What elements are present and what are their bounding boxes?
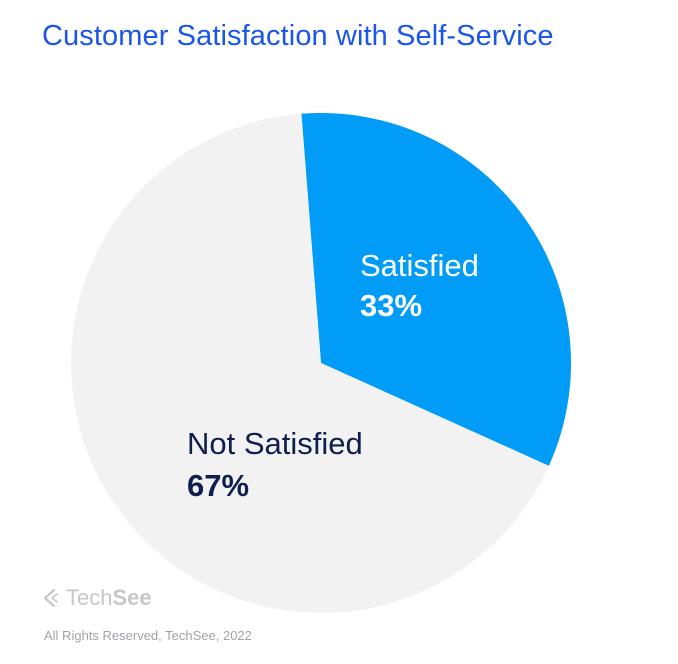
pie-slices [71, 113, 571, 614]
slice-label: Satisfied [360, 248, 479, 283]
slice-value-label: 67% [187, 468, 249, 503]
logo-text-see: See [112, 585, 152, 610]
logo-text-tech: Tech [66, 585, 113, 610]
pie-slice-satisfied [301, 113, 571, 466]
techsee-logo: Tech See [40, 584, 152, 612]
pie-slice-not-satisfied [71, 113, 549, 614]
chart-title: Customer Satisfaction with Self-Service [42, 20, 554, 52]
slice-value-label: 33% [360, 288, 422, 323]
pie-labels: Satisfied 33% Not Satisfied 67% [187, 248, 479, 503]
chevron-left-icon [43, 588, 58, 608]
copyright-footer: All Rights Reserved, TechSee, 2022 [44, 628, 252, 643]
slice-label: Not Satisfied [187, 426, 363, 461]
